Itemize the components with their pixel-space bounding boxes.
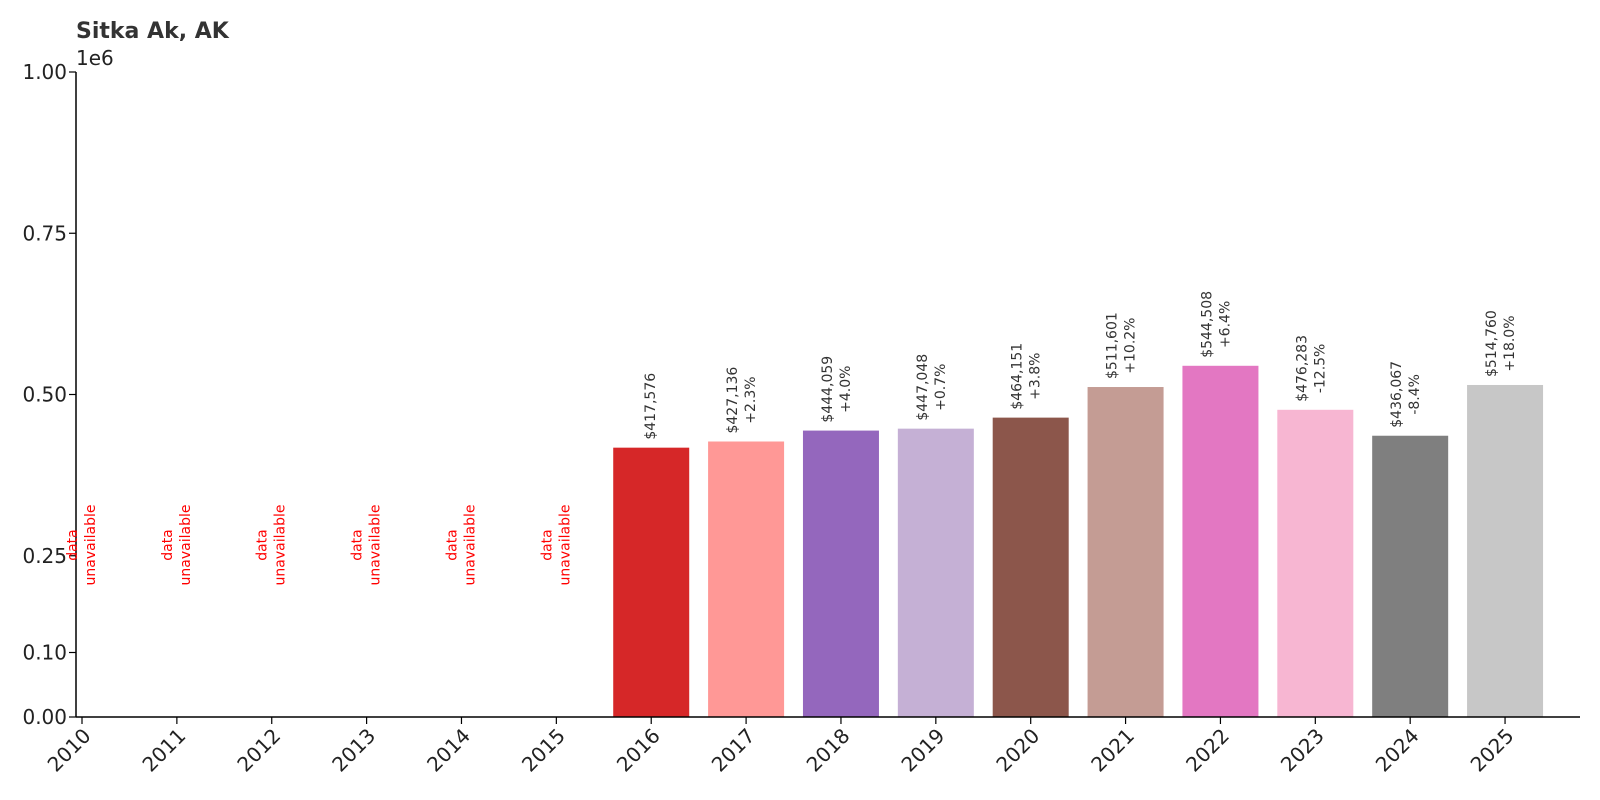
chart-title: Sitka Ak, AK [76,19,230,44]
data-unavailable-line: unavailable [273,505,289,586]
bar-value-text: $427,136 [725,367,741,434]
x-tick-label: 2020 [991,724,1044,777]
x-tick-label: 2016 [612,724,665,777]
bar-value-text: $444,059 [820,356,836,423]
y-tick-label: 0.10 [22,641,67,665]
bar-value-label: $514,760 [1484,310,1500,377]
bar-value-label: $417,576 [643,373,659,440]
bar-change-label: +18.0% [1502,315,1518,371]
bar-value-label: $464,151 [1010,343,1026,410]
y-tick-label: 1.00 [22,60,67,84]
bar-value-text: $447,048 [915,354,931,421]
data-unavailable-line: data [444,529,460,561]
bar-change-label: +6.4% [1217,301,1233,348]
bar [1467,384,1544,717]
x-tick-label: 2012 [232,724,285,777]
x-tick-label: 2021 [1086,724,1139,777]
x-tick-label: 2024 [1371,724,1424,777]
bar-value-label: $427,136 [725,367,741,434]
data-unavailable-label: data unavailable [255,505,289,586]
bar [1372,435,1449,717]
y-tick-label: 0.00 [22,705,67,729]
bar-value-label: $444,059 [820,356,836,423]
x-tick-label: 2010 [43,724,96,777]
bar-value-label: $544,508 [1199,291,1215,358]
x-tick-label: 2022 [1181,724,1234,777]
x-tick-label: 2014 [422,724,475,777]
data-unavailable-line: unavailable [462,505,478,586]
x-tick-label: 2011 [137,724,190,777]
bar-value-text: $511,601 [1105,312,1121,379]
x-tick-label: 2015 [517,724,570,777]
bar-change-label: +3.8% [1028,353,1044,400]
bar-value-text: $544,508 [1199,291,1215,358]
data-unavailable-label: data unavailable [65,505,99,586]
data-unavailable-line: unavailable [178,505,194,586]
bar-value-label: $476,283 [1294,335,1310,402]
data-unavailable-line: data [255,529,271,561]
bar [897,428,974,717]
x-tick-label: 2013 [327,724,380,777]
x-tick-label: 2017 [707,724,760,777]
data-unavailable-line: data [160,529,176,561]
data-unavailable-line: unavailable [368,505,384,586]
data-unavailable-line: unavailable [83,505,99,586]
bar [613,447,690,717]
bar [1277,409,1354,717]
x-tick-label: 2025 [1466,724,1519,777]
bar-value-label: $511,601 [1105,312,1121,379]
x-tick-label: 2019 [896,724,949,777]
bar [992,417,1069,717]
bar-change-label: +10.2% [1123,318,1139,374]
bar-change-label: -8.4% [1407,374,1423,415]
bar-change-label: +0.7% [933,364,949,411]
bar-change-label: +4.0% [838,366,854,413]
bar [1182,365,1259,717]
x-tick-label: 2018 [802,724,855,777]
bar-value-text: $514,760 [1484,310,1500,377]
data-unavailable-label: data unavailable [350,505,384,586]
bar-change-label: +2.3% [743,376,759,423]
bar-change-label: -12.5% [1312,344,1328,394]
y-tick-label: 0.75 [22,221,67,245]
bar [1087,387,1164,717]
bar [802,430,879,717]
bar-value-text: $464,151 [1010,343,1026,410]
data-unavailable-label: data unavailable [444,505,478,586]
data-unavailable-line: data [350,529,366,561]
y-offset-label: 1e6 [76,46,114,70]
x-axis: 2010 2011 2012 2013 2014 2015 2016 2017 2018 2019… [43,716,1580,777]
data-unavailable-line: data [65,529,81,561]
bar-value-label: $436,067 [1389,361,1405,428]
bar [708,441,785,717]
data-unavailable-label: data unavailable [539,505,573,586]
y-tick-label: 0.25 [22,544,67,568]
data-unavailable-line: unavailable [557,505,573,586]
y-axis: 0.00 0.10 0.25 0.50 0.75 1.00 [22,60,77,729]
data-unavailable-line: data [539,529,555,561]
bar-value-label: $447,048 [915,354,931,421]
bar-value-text: $436,067 [1389,361,1405,428]
bar-value-text: $417,576 [643,373,659,440]
bars-group: data unavailable data unavailable data unavai… [65,291,1544,717]
y-tick-label: 0.50 [22,383,67,407]
data-unavailable-label: data unavailable [160,505,194,586]
x-tick-label: 2023 [1276,724,1329,777]
bar-value-text: $476,283 [1294,335,1310,402]
